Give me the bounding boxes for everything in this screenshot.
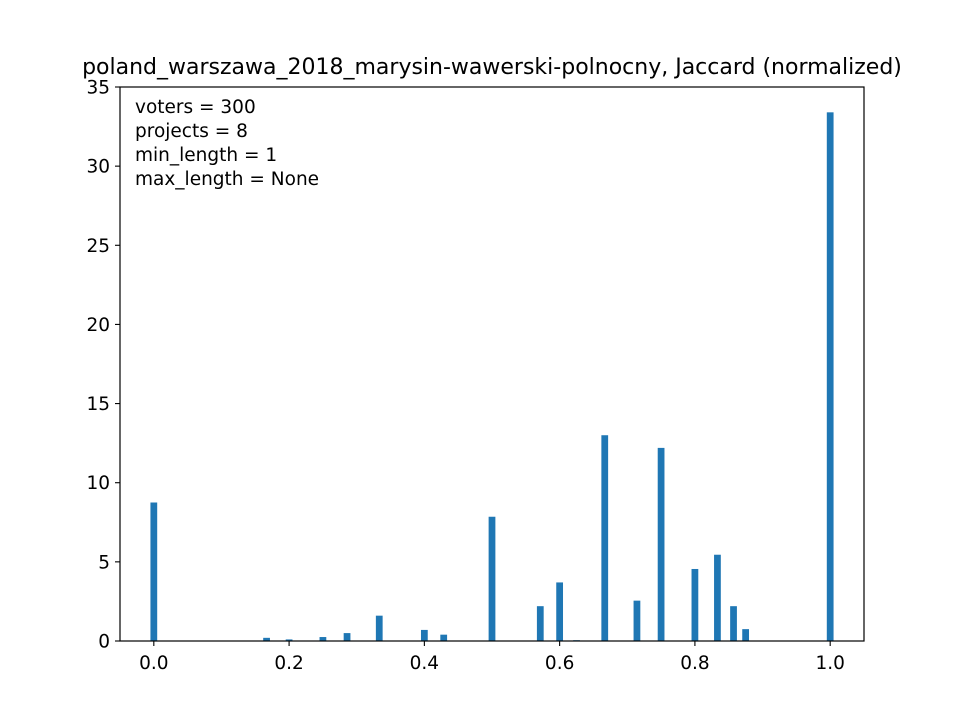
bar <box>730 606 737 641</box>
bar <box>263 637 270 641</box>
y-tick-label: 5 <box>98 552 110 573</box>
bar <box>420 629 428 641</box>
bar <box>601 435 609 641</box>
bar <box>375 615 383 641</box>
x-tick-label: 0.2 <box>274 653 303 674</box>
annotation-voters: voters = 300 <box>135 97 256 118</box>
y-tick-label: 30 <box>86 157 110 178</box>
y-tick-label: 35 <box>86 78 110 99</box>
bar <box>440 634 448 641</box>
y-tick-label: 10 <box>86 473 110 494</box>
bar <box>536 606 544 641</box>
bar <box>319 637 327 641</box>
annotation-min-length: min_length = 1 <box>135 145 277 166</box>
bar <box>714 554 721 641</box>
y-tick-label: 20 <box>86 315 110 336</box>
x-tick-label: 0.4 <box>410 653 439 674</box>
bar <box>343 633 351 641</box>
y-tick-label: 15 <box>86 394 110 415</box>
bar <box>742 629 750 641</box>
annotation-max-length: max_length = None <box>135 169 319 190</box>
x-tick-label: 0.0 <box>139 653 168 674</box>
bar <box>633 600 641 641</box>
x-tick-label: 0.6 <box>545 653 574 674</box>
bar <box>556 582 564 641</box>
stats-annotation: voters = 300 projects = 8 min_length = 1… <box>135 97 319 190</box>
annotation-projects: projects = 8 <box>135 121 248 142</box>
bar <box>488 516 496 641</box>
y-tick-label: 0 <box>98 632 110 653</box>
bars-group <box>150 112 834 641</box>
y-axis: 0 5 10 15 20 25 30 35 <box>86 78 120 653</box>
bar <box>657 447 665 641</box>
y-tick-label: 25 <box>86 236 110 257</box>
x-tick-label: 1.0 <box>815 653 844 674</box>
bar <box>285 639 293 641</box>
x-axis: 0.0 0.2 0.4 0.6 0.8 1.0 <box>139 641 845 674</box>
bar <box>150 502 158 641</box>
axes-frame <box>119 86 865 642</box>
chart-title: poland_warszawa_2018_marysin-wawerski-po… <box>82 55 902 80</box>
bar <box>826 112 834 641</box>
x-tick-label: 0.8 <box>680 653 709 674</box>
bar <box>691 568 699 641</box>
